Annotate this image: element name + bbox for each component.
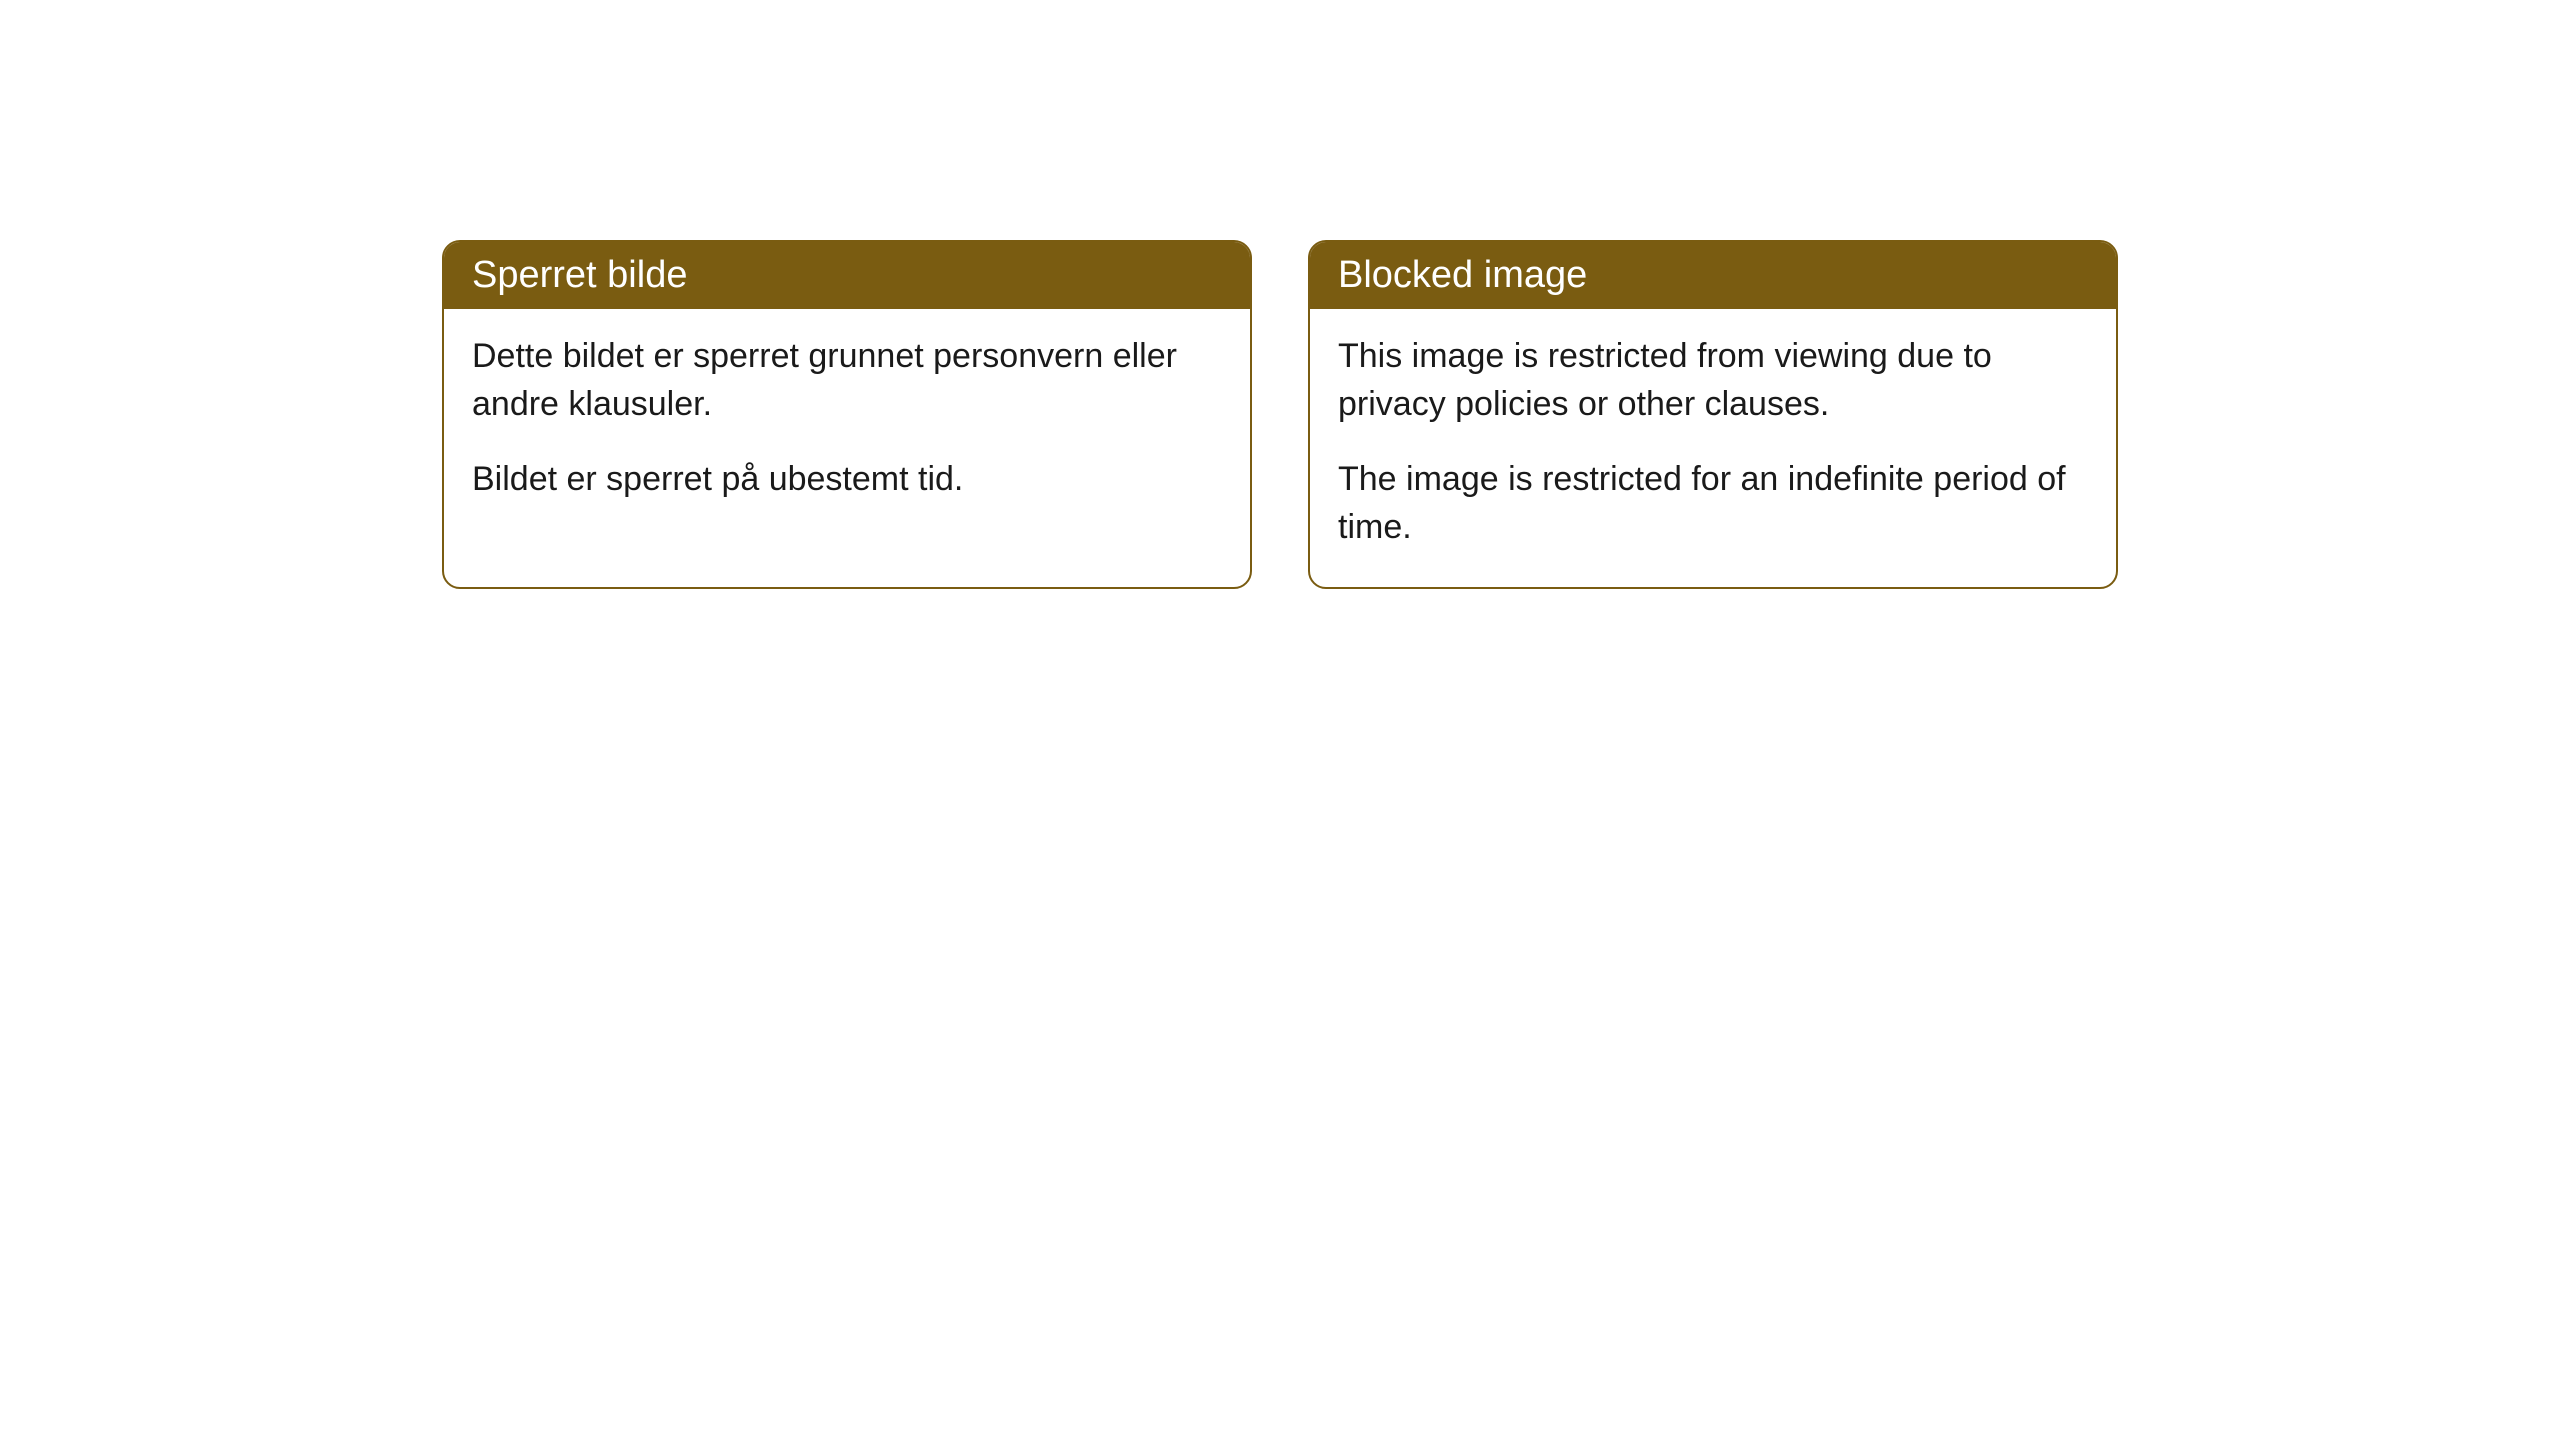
card-paragraph: Bildet er sperret på ubestemt tid. — [472, 456, 1222, 504]
card-body: Dette bildet er sperret grunnet personve… — [444, 309, 1250, 540]
notice-cards-container: Sperret bilde Dette bildet er sperret gr… — [0, 240, 2560, 589]
blocked-image-card-english: Blocked image This image is restricted f… — [1308, 240, 2118, 589]
card-title: Sperret bilde — [472, 254, 687, 296]
card-body: This image is restricted from viewing du… — [1310, 309, 2116, 587]
blocked-image-card-norwegian: Sperret bilde Dette bildet er sperret gr… — [442, 240, 1252, 589]
card-paragraph: Dette bildet er sperret grunnet personve… — [472, 333, 1222, 428]
card-paragraph: This image is restricted from viewing du… — [1338, 333, 2088, 428]
card-header: Blocked image — [1310, 242, 2116, 309]
card-header: Sperret bilde — [444, 242, 1250, 309]
card-paragraph: The image is restricted for an indefinit… — [1338, 456, 2088, 551]
card-title: Blocked image — [1338, 254, 1587, 296]
